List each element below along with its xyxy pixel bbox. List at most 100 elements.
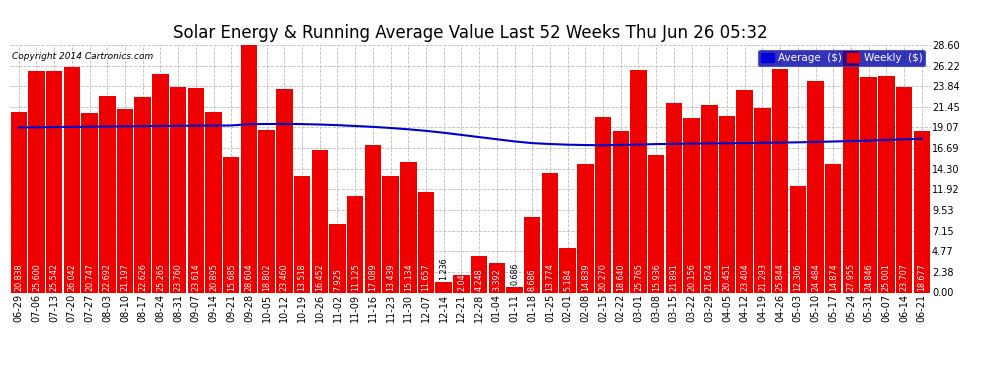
Text: 16.452: 16.452 [315,264,325,291]
Bar [46,72,62,292]
Bar [914,131,930,292]
Bar [825,164,842,292]
Text: 11.125: 11.125 [350,264,359,291]
Text: 22.692: 22.692 [103,263,112,291]
Bar [595,117,611,292]
Bar [737,90,753,292]
Bar [241,45,257,292]
Bar [542,173,558,292]
Text: 11.657: 11.657 [422,264,431,291]
Bar [559,248,576,292]
Text: 24.846: 24.846 [864,264,873,291]
Bar [807,81,824,292]
Text: 26.042: 26.042 [67,264,76,291]
Text: 21.293: 21.293 [758,263,767,291]
Text: 14.874: 14.874 [829,264,838,291]
Text: 25.765: 25.765 [634,263,643,291]
Text: 25.265: 25.265 [155,263,165,291]
Bar [205,112,222,292]
Bar [613,131,629,292]
Text: 3.392: 3.392 [492,268,501,291]
Bar [489,263,505,292]
Bar [63,67,80,292]
Bar [790,186,806,292]
Text: 21.624: 21.624 [705,264,714,291]
Text: 8.686: 8.686 [528,269,537,291]
Text: 20.156: 20.156 [687,264,696,291]
Text: 20.895: 20.895 [209,263,218,291]
Text: 0.686: 0.686 [510,262,519,285]
Text: Copyright 2014 Cartronics.com: Copyright 2014 Cartronics.com [12,53,153,62]
Bar [754,108,770,292]
Bar [187,88,204,292]
Text: 18.677: 18.677 [918,264,927,291]
Text: 18.640: 18.640 [616,264,626,291]
Text: 25.600: 25.600 [32,264,41,291]
Text: 20.270: 20.270 [599,263,608,291]
Bar [312,150,328,292]
Bar [117,109,134,292]
Legend: Average  ($), Weekly  ($): Average ($), Weekly ($) [758,50,926,66]
Bar [524,217,541,292]
Text: 5.184: 5.184 [563,268,572,291]
Bar [683,118,700,292]
Text: 15.936: 15.936 [651,264,660,291]
Bar [346,196,363,292]
Bar [719,116,736,292]
Bar [258,130,275,292]
Bar [665,103,682,292]
Bar [701,105,718,292]
Text: 25.542: 25.542 [50,263,58,291]
Bar [842,51,859,292]
Text: 17.089: 17.089 [368,264,377,291]
Text: 22.626: 22.626 [139,263,148,291]
Text: 2.043: 2.043 [457,268,466,291]
Bar [11,112,27,292]
Text: 21.197: 21.197 [121,263,130,291]
Bar [506,286,523,292]
Bar [330,224,346,292]
Bar [631,69,646,292]
Bar [400,162,417,292]
Text: 18.802: 18.802 [262,264,271,291]
Bar [436,282,451,292]
Bar [81,113,98,292]
Text: 15.685: 15.685 [227,264,236,291]
Bar [418,192,435,292]
Bar [860,78,877,292]
Text: 23.614: 23.614 [191,264,200,291]
Text: 25.001: 25.001 [882,264,891,291]
Bar [152,74,168,292]
Text: 23.404: 23.404 [741,264,749,291]
Title: Solar Energy & Running Average Value Last 52 Weeks Thu Jun 26 05:32: Solar Energy & Running Average Value Las… [173,24,767,42]
Text: 27.955: 27.955 [846,263,855,291]
Bar [772,69,788,292]
Text: 20.747: 20.747 [85,263,94,291]
Text: 28.604: 28.604 [245,264,253,291]
Bar [223,157,240,292]
Bar [99,96,116,292]
Bar [170,87,186,292]
Bar [896,87,912,292]
Text: 12.306: 12.306 [793,264,802,291]
Text: 24.484: 24.484 [811,264,820,291]
Text: 14.839: 14.839 [581,264,590,291]
Text: 21.891: 21.891 [669,264,678,291]
Bar [29,71,45,292]
Text: 13.518: 13.518 [298,264,307,291]
Bar [453,275,469,292]
Bar [294,176,310,292]
Text: 1.236: 1.236 [440,258,448,280]
Bar [577,164,594,292]
Bar [382,176,399,292]
Text: 23.460: 23.460 [280,264,289,291]
Text: 15.134: 15.134 [404,264,413,291]
Bar [364,145,381,292]
Text: 25.844: 25.844 [775,264,785,291]
Text: 13.774: 13.774 [545,264,554,291]
Text: 23.760: 23.760 [173,264,182,291]
Bar [276,90,293,292]
Text: 13.439: 13.439 [386,264,395,291]
Text: 20.451: 20.451 [723,264,732,291]
Bar [135,97,150,292]
